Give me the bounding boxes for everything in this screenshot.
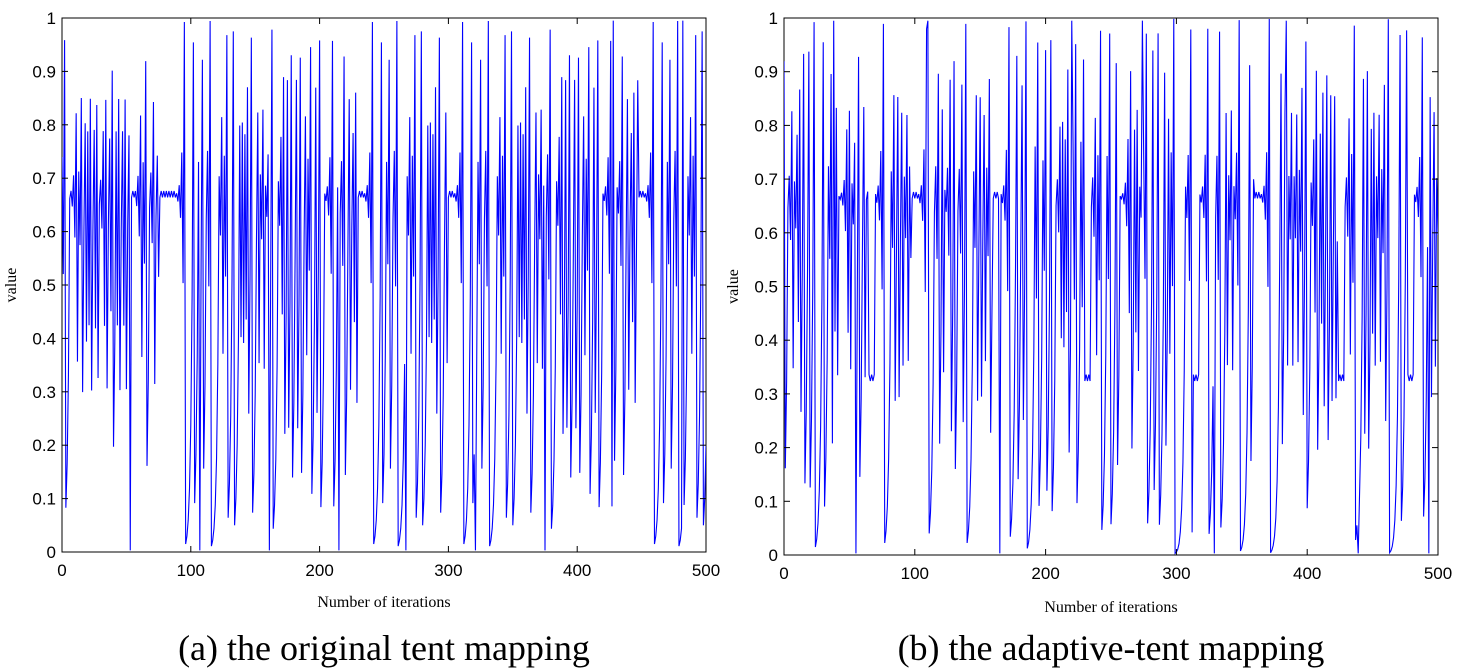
x-tick-label: 300 [434,561,462,580]
x-axis-label: Number of iterations [317,594,450,611]
y-tick-label: 0.1 [754,492,778,511]
x-tick-label: 200 [1031,564,1059,583]
x-tick-label: 0 [57,561,66,580]
y-axis-label: value [3,268,20,303]
y-tick-label: 0.6 [32,223,56,242]
y-tick-label: 0 [47,543,56,562]
y-tick-label: 0.6 [754,224,778,243]
series-line [62,20,706,551]
panel-a: 0 100 200 300 400 500 0 0.1 0.2 0.3 0.4 0.5 0.6 0.7 0.… [3,9,720,668]
y-tick-label: 0.9 [32,62,56,81]
y-tick-label: 0 [769,546,778,565]
x-tick-label: 200 [305,561,333,580]
panel-caption: (a) the original tent mapping [178,628,590,668]
x-axis-label: Number of iterations [1044,599,1177,616]
y-tick-label: 0.2 [754,439,778,458]
x-tick-label: 500 [692,561,720,580]
x-tick-label: 100 [901,564,929,583]
x-tick-label: 100 [177,561,205,580]
series-line [784,18,1438,555]
y-tick-label: 0.9 [754,63,778,82]
y-tick-label: 1 [769,9,778,28]
y-tick-label: 0.3 [754,385,778,404]
y-tick-label: 0.8 [32,116,56,135]
y-tick-label: 0.7 [32,169,56,188]
x-tick-label: 300 [1162,564,1190,583]
y-tick-label: 0.1 [32,490,56,509]
y-tick-label: 0.2 [32,436,56,455]
x-tick-label: 400 [1293,564,1321,583]
y-tick-label: 0.3 [32,383,56,402]
y-tick-label: 0.8 [754,116,778,135]
y-tick-label: 0.4 [754,331,778,350]
panel-b: 0 100 200 300 400 500 0 0.1 0.2 0.3 0.4 0.5 0.6 0.7 0.… [725,9,1452,668]
y-tick-label: 0.7 [754,170,778,189]
y-tick-label: 1 [47,9,56,28]
y-tick-label: 0.5 [32,276,56,295]
x-tick-label: 500 [1424,564,1452,583]
x-tick-label: 0 [779,564,788,583]
x-tick-label: 400 [563,561,591,580]
panel-caption: (b) the adaptive-tent mapping [898,628,1325,668]
y-tick-label: 0.4 [32,329,56,348]
y-tick-label: 0.5 [754,278,778,297]
y-axis-label: value [725,269,742,304]
